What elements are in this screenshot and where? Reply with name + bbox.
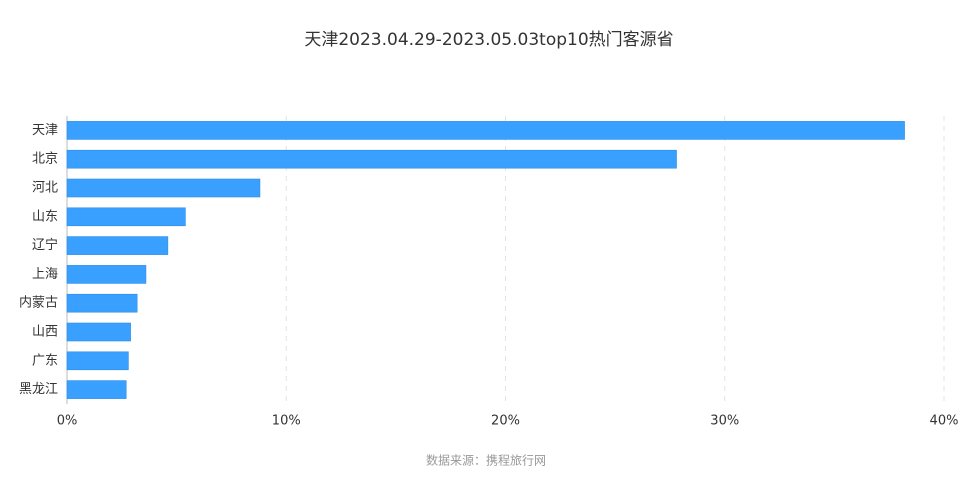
y-tick-label: 内蒙古 — [19, 295, 58, 311]
y-tick-label: 北京 — [32, 152, 58, 167]
bar — [66, 380, 127, 399]
bar — [66, 207, 186, 227]
y-tick-label: 山西 — [32, 325, 58, 340]
bar — [66, 178, 261, 198]
y-tick-label: 广东 — [32, 353, 58, 368]
bar — [66, 293, 138, 313]
y-tick-label: 天津 — [32, 123, 58, 138]
x-tick-label: 0% — [57, 414, 78, 429]
bar — [66, 322, 131, 342]
y-tick-label: 山东 — [32, 209, 58, 224]
y-tick-label: 辽宁 — [32, 237, 58, 253]
x-tick-label: 40% — [930, 414, 959, 429]
x-tick-label: 20% — [491, 414, 520, 429]
bar — [66, 351, 129, 371]
bar — [66, 149, 677, 169]
source-note: 数据来源：携程旅行网 — [426, 453, 546, 468]
bar — [66, 265, 147, 284]
y-tick-label: 黑龙江 — [19, 382, 58, 397]
bar — [66, 121, 905, 140]
chart-title: 天津2023.04.29-2023.05.03top10热门客源省 — [304, 30, 673, 50]
x-tick-label: 10% — [272, 414, 301, 429]
y-tick-label: 上海 — [32, 267, 58, 282]
x-tick-label: 30% — [710, 414, 739, 429]
y-tick-label: 河北 — [32, 181, 58, 196]
bar — [66, 236, 169, 255]
